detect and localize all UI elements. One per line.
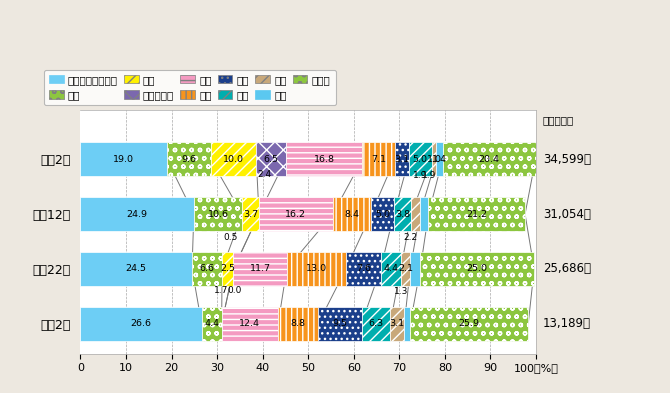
Bar	[420, 197, 429, 231]
Text: 5.0: 5.0	[413, 155, 427, 164]
Bar	[410, 307, 528, 341]
Bar	[431, 142, 436, 176]
Text: 1.9: 1.9	[413, 171, 427, 180]
Bar	[436, 142, 443, 176]
Text: 7.6: 7.6	[356, 264, 371, 273]
Text: 19.0: 19.0	[113, 155, 134, 164]
Bar	[192, 252, 222, 286]
Text: 3.1: 3.1	[394, 155, 409, 164]
Text: 2.4: 2.4	[258, 170, 272, 178]
Text: 11.7: 11.7	[250, 264, 271, 273]
Text: 16.8: 16.8	[314, 155, 334, 164]
Bar	[394, 197, 411, 231]
Legend: 覚醒剤取締法違反, 恐嘎, 賦博, ノミ行為等, 傷害, 窃盗, 詐欺, 暴行, 強盗, 脅迫, その他: 覚醒剤取締法違反, 恐嘎, 賦博, ノミ行為等, 傷害, 窃盗, 詐欺, 暴行,…	[44, 70, 336, 105]
Bar	[381, 252, 401, 286]
Text: 8.8: 8.8	[291, 319, 306, 328]
Text: 26.6: 26.6	[131, 319, 151, 328]
Bar	[222, 252, 233, 286]
Text: 25,686人: 25,686人	[543, 263, 591, 275]
Text: 13,189人: 13,189人	[543, 317, 591, 330]
Text: 1.4: 1.4	[432, 155, 447, 164]
Text: 0.0: 0.0	[227, 286, 242, 295]
Bar	[278, 307, 318, 341]
Bar	[318, 307, 362, 341]
Bar	[362, 307, 390, 341]
Bar	[333, 197, 371, 231]
Text: 1.9: 1.9	[421, 171, 436, 180]
Text: 24.9: 24.9	[127, 209, 147, 219]
Text: 1.3: 1.3	[395, 287, 409, 296]
Bar	[429, 197, 525, 231]
Text: 7.1: 7.1	[371, 155, 386, 164]
Text: 総検挙人員: 総検挙人員	[543, 115, 574, 125]
Text: 16.2: 16.2	[285, 209, 306, 219]
Text: 3.8: 3.8	[395, 209, 410, 219]
Text: 1.0: 1.0	[426, 155, 442, 164]
Text: 25.0: 25.0	[467, 264, 488, 273]
Text: 21.2: 21.2	[466, 209, 487, 219]
Text: 3.1: 3.1	[390, 319, 405, 328]
Text: 10.6: 10.6	[208, 209, 228, 219]
Text: 9.5: 9.5	[332, 319, 347, 328]
Text: 2.1: 2.1	[398, 264, 413, 273]
Text: 2.5: 2.5	[220, 264, 235, 273]
Text: 6.6: 6.6	[200, 264, 214, 273]
Text: 10.0: 10.0	[223, 155, 244, 164]
Bar	[409, 142, 431, 176]
Bar	[167, 142, 210, 176]
Bar	[346, 252, 381, 286]
Bar	[210, 142, 256, 176]
Bar	[80, 142, 167, 176]
Text: 25.9: 25.9	[459, 319, 480, 328]
Bar	[242, 197, 259, 231]
Bar	[443, 142, 535, 176]
Text: 12.4: 12.4	[239, 319, 261, 328]
Text: 3.7: 3.7	[243, 209, 258, 219]
Bar	[194, 197, 242, 231]
Bar	[80, 197, 194, 231]
Bar	[286, 142, 362, 176]
Text: 31,054人: 31,054人	[543, 208, 591, 220]
Text: 34,599人: 34,599人	[543, 153, 591, 166]
Bar	[404, 307, 410, 341]
Text: 24.5: 24.5	[126, 264, 147, 273]
Text: 8.4: 8.4	[344, 209, 359, 219]
Bar	[233, 252, 287, 286]
Text: 9.6: 9.6	[182, 155, 196, 164]
Bar	[410, 252, 420, 286]
Bar	[202, 307, 222, 341]
Text: 6.5: 6.5	[263, 155, 279, 164]
Text: 1.7: 1.7	[214, 286, 229, 295]
Bar	[80, 307, 202, 341]
Text: 13.0: 13.0	[306, 264, 327, 273]
Text: 0.5: 0.5	[224, 233, 238, 242]
Bar	[395, 142, 409, 176]
Bar	[362, 142, 395, 176]
Text: 5.0: 5.0	[375, 209, 390, 219]
Bar	[259, 197, 333, 231]
Bar	[287, 252, 346, 286]
Text: 20.4: 20.4	[478, 155, 500, 164]
Bar	[390, 307, 404, 341]
Bar	[420, 252, 534, 286]
Bar	[411, 197, 420, 231]
Text: 4.4: 4.4	[383, 264, 398, 273]
Text: 2.2: 2.2	[403, 233, 418, 242]
Bar	[371, 197, 394, 231]
Bar	[80, 252, 192, 286]
Bar	[222, 307, 278, 341]
Bar	[401, 252, 410, 286]
Bar	[256, 142, 286, 176]
Text: 4.4: 4.4	[204, 319, 219, 328]
Text: 6.3: 6.3	[369, 319, 383, 328]
